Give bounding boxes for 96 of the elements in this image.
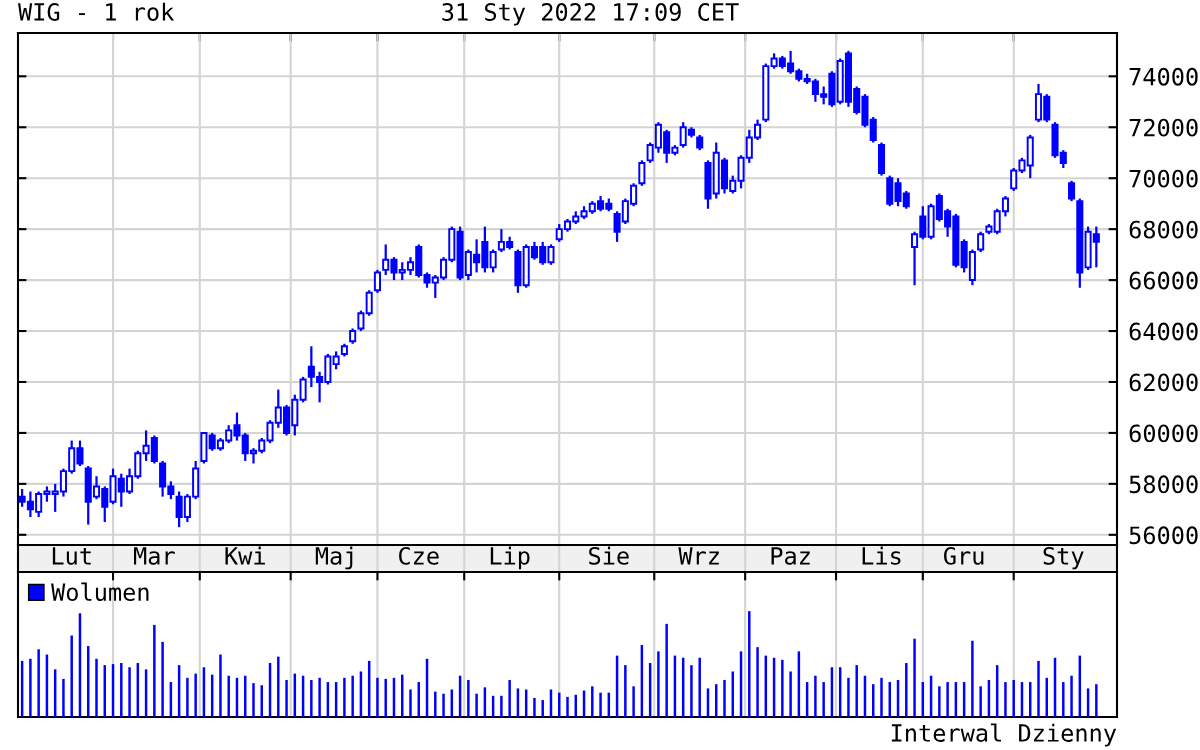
bar xyxy=(442,693,445,717)
bar xyxy=(128,667,131,717)
bar xyxy=(1095,684,1098,717)
y-tick-label: 64000 xyxy=(1129,322,1198,341)
bar xyxy=(310,679,313,717)
bar xyxy=(698,657,701,717)
bar xyxy=(1062,682,1065,717)
y-tick-label: 72000 xyxy=(1129,118,1198,137)
x-tick-label: Lis xyxy=(862,546,901,565)
bar xyxy=(632,686,635,717)
bar xyxy=(343,677,346,717)
x-tick-label: Mar xyxy=(134,547,175,565)
bar xyxy=(781,659,784,717)
bar xyxy=(194,673,197,717)
candlestick xyxy=(1068,179,1076,203)
bar xyxy=(566,696,569,717)
bar xyxy=(252,683,255,717)
chart-title: WIG - 1 rok xyxy=(18,2,175,21)
bar xyxy=(913,638,916,717)
bar xyxy=(624,665,627,717)
bar xyxy=(946,682,949,717)
y-tick-label: 74000 xyxy=(1129,67,1198,86)
bar xyxy=(153,624,156,717)
bar xyxy=(748,611,751,717)
bar xyxy=(475,693,478,717)
bar xyxy=(880,677,883,717)
y-tick-label: 66000 xyxy=(1129,271,1198,290)
bar xyxy=(822,682,825,717)
bar xyxy=(657,651,660,717)
bar xyxy=(1004,682,1007,717)
bar xyxy=(70,635,73,717)
bar xyxy=(227,675,230,717)
bar xyxy=(95,658,98,717)
x-tick-label: Lip xyxy=(490,546,530,570)
bar xyxy=(186,677,189,717)
bar xyxy=(376,677,379,717)
bar xyxy=(690,665,693,717)
bar xyxy=(1012,679,1015,717)
bar xyxy=(285,679,288,717)
text: Interwal Dzienny xyxy=(891,723,1117,747)
bar xyxy=(351,675,354,717)
x-tick-label: Sty xyxy=(1043,546,1084,570)
candlestick xyxy=(977,230,985,254)
bar xyxy=(905,663,908,717)
bar xyxy=(665,623,668,717)
bar xyxy=(62,678,65,717)
x-tick-label: Cze xyxy=(399,546,439,565)
candlestick xyxy=(373,268,381,294)
bar xyxy=(409,689,412,717)
bar xyxy=(979,686,982,717)
chart-subtitle: 31 Sty 2022 17:09 CET xyxy=(442,3,739,26)
bar xyxy=(591,686,594,717)
bar xyxy=(384,678,387,717)
x-tick-label: Wrz xyxy=(678,547,719,565)
y-tick-label: 62000 xyxy=(1129,373,1198,392)
x-tick-label: Kwi xyxy=(225,546,265,565)
candlestick xyxy=(638,159,646,187)
y-tick-label: 68000 xyxy=(1129,220,1198,239)
bar xyxy=(500,695,503,717)
bar xyxy=(847,677,850,717)
bar xyxy=(756,647,759,717)
bar xyxy=(938,686,941,717)
candlestick xyxy=(299,375,307,404)
bar xyxy=(318,677,321,717)
bar xyxy=(434,691,437,717)
bar xyxy=(814,675,817,717)
x-tick-label: Sie xyxy=(589,546,629,565)
bar xyxy=(789,671,792,717)
bar xyxy=(467,679,470,717)
bar xyxy=(120,663,123,717)
y-tick-label: 58000 xyxy=(1129,475,1198,494)
y-tick-label: 60000 xyxy=(1129,424,1198,443)
bar xyxy=(971,640,974,717)
x-tick-label: Paz xyxy=(771,547,810,565)
candlestick xyxy=(365,289,373,317)
bar xyxy=(855,665,858,717)
bar xyxy=(37,649,40,717)
x-tick-label: Maj xyxy=(315,546,353,570)
candlestick xyxy=(489,248,497,274)
bar xyxy=(1037,660,1040,717)
y-tick-label: 70000 xyxy=(1129,169,1198,188)
bar xyxy=(277,656,280,717)
bar xyxy=(533,697,536,717)
bar xyxy=(161,641,164,717)
x-tick-label: Lut xyxy=(52,547,91,565)
bar xyxy=(219,654,222,717)
candlestick xyxy=(357,309,365,333)
bar xyxy=(599,692,602,717)
bar xyxy=(723,679,726,717)
bar xyxy=(1070,675,1073,717)
bar xyxy=(29,658,32,717)
x-tick-label: Gru xyxy=(943,546,984,565)
y-tick-label: 56000 xyxy=(1129,526,1198,545)
bar xyxy=(508,679,511,717)
legend-label: Wolumen xyxy=(51,582,149,602)
bar xyxy=(541,700,544,717)
